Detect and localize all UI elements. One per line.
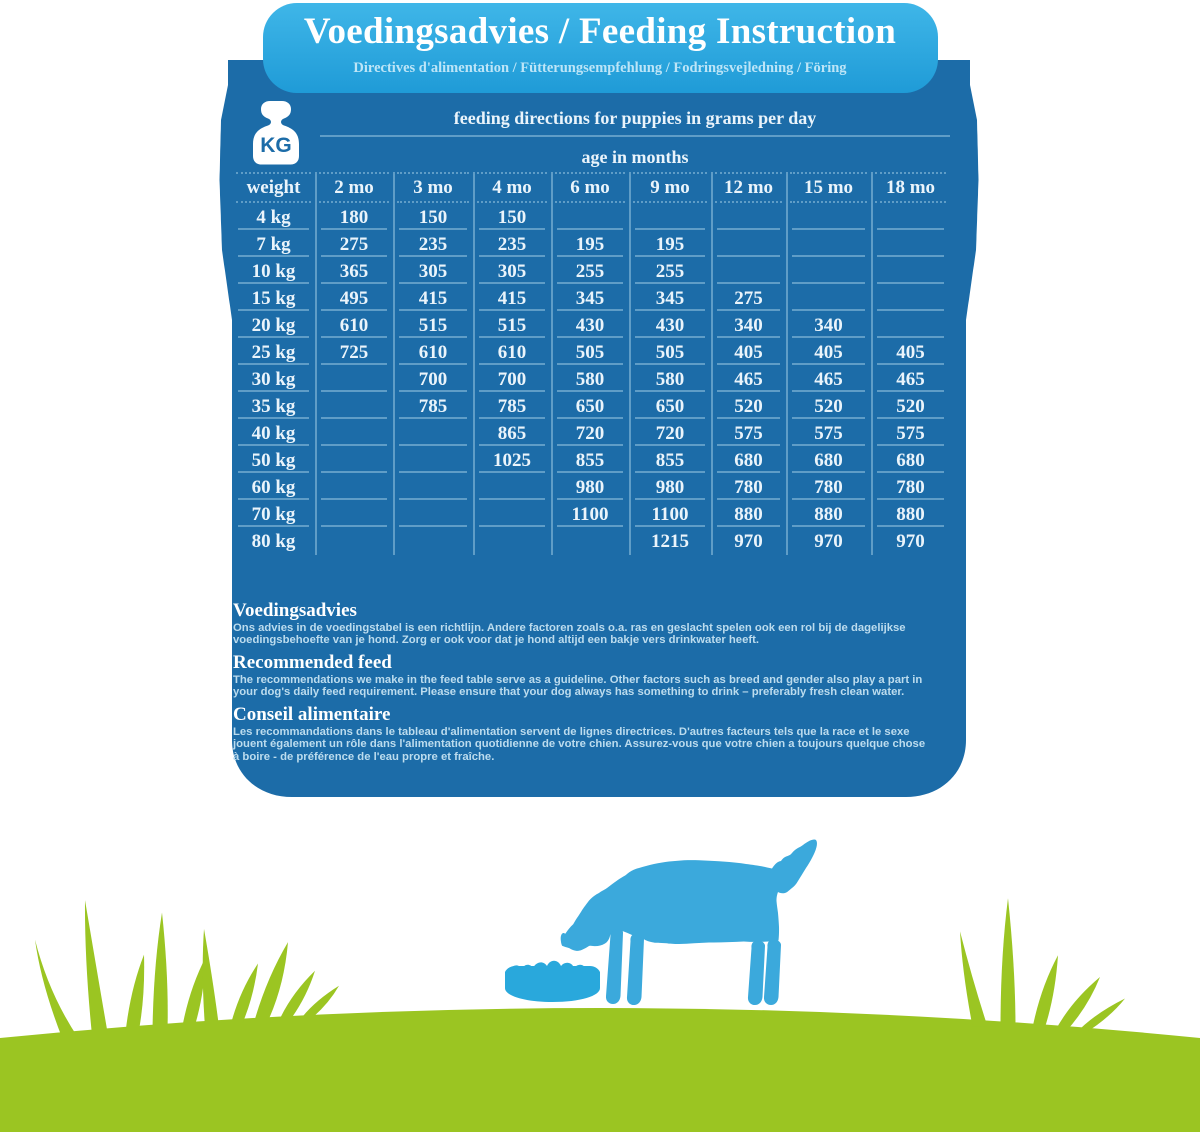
svg-text:KG: KG [260, 134, 292, 157]
